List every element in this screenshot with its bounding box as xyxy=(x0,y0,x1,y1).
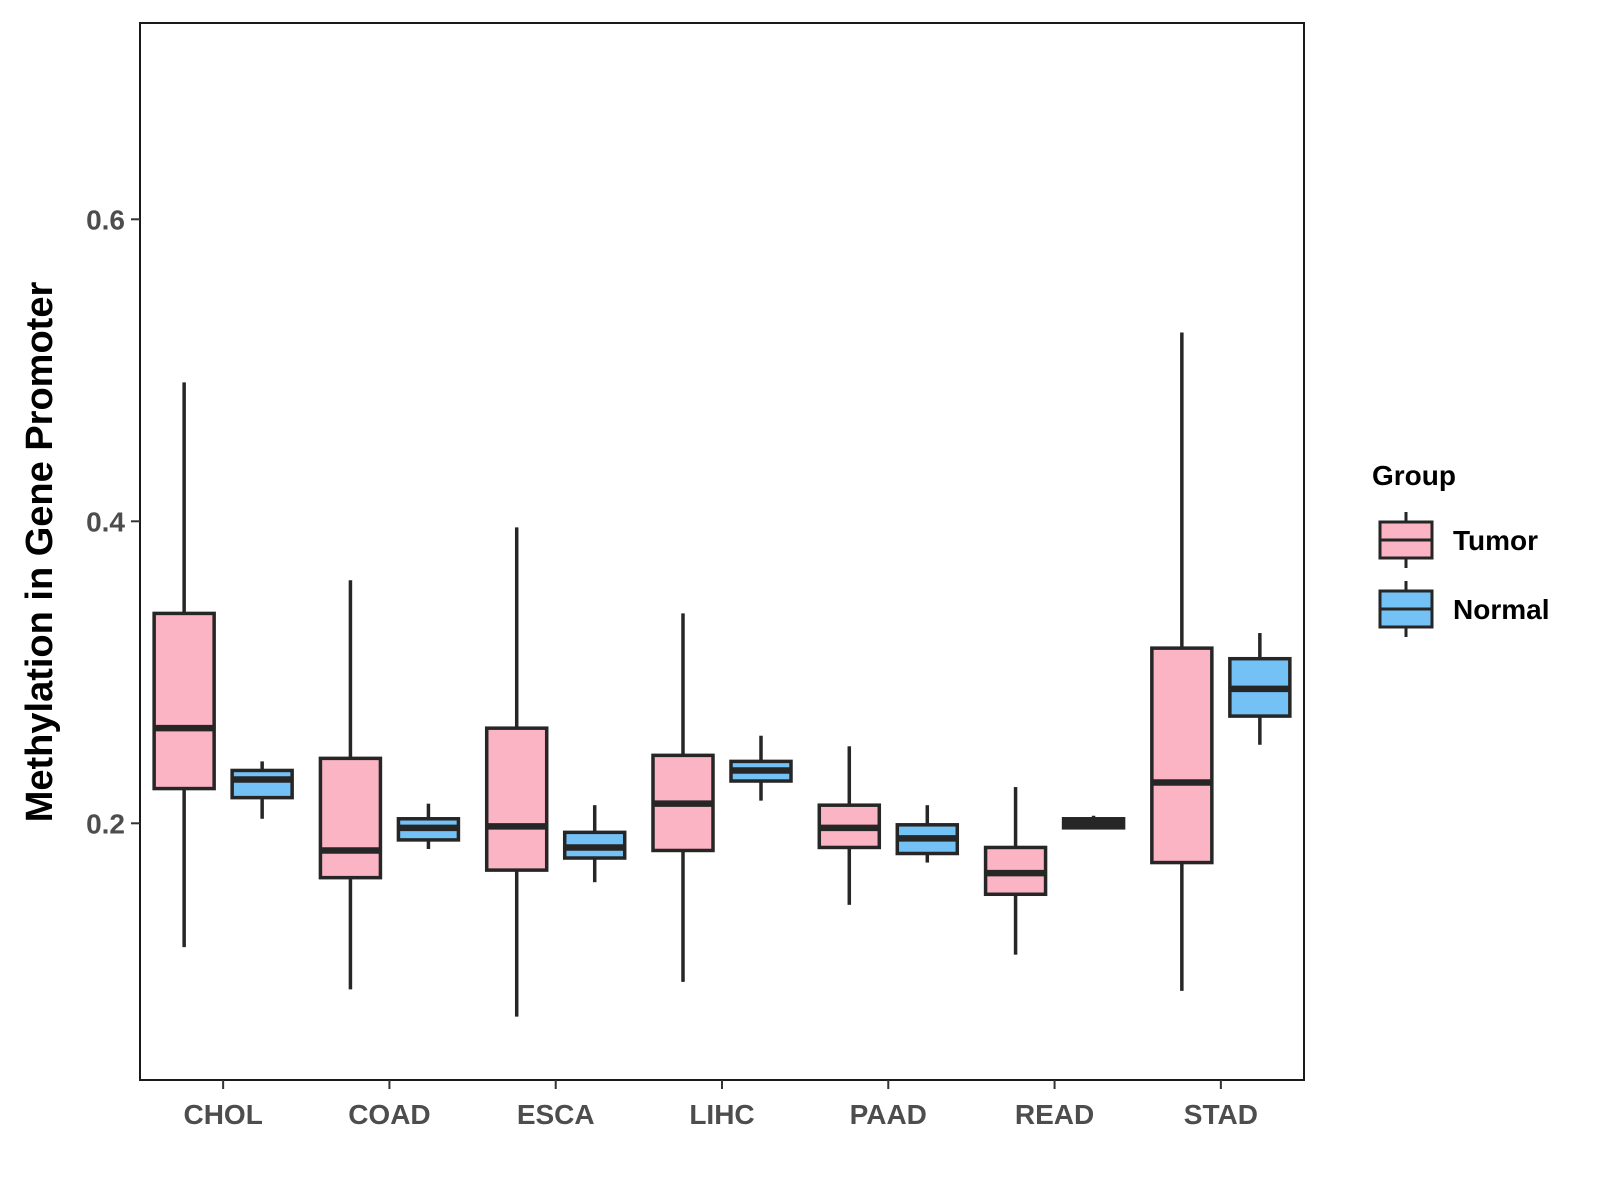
box-tumor-paad xyxy=(817,746,882,905)
box-tumor-stad xyxy=(1150,332,1214,991)
box-normal-chol xyxy=(230,761,294,819)
box-normal-coad xyxy=(396,803,461,849)
y-tick-label: 0.6 xyxy=(86,204,125,235)
panel-border xyxy=(139,22,1305,1081)
legend-label: Normal xyxy=(1453,594,1549,625)
legend-item-tumor: Tumor xyxy=(1378,512,1538,568)
box-iqr xyxy=(484,726,549,872)
x-tick-label: CHOL xyxy=(183,1099,262,1130)
box-iqr xyxy=(1150,646,1214,865)
box-normal-esca xyxy=(562,805,627,883)
legend-label: Tumor xyxy=(1453,525,1538,556)
box-normal-paad xyxy=(895,805,960,863)
y-axis-title: Methylation in Gene Promoter xyxy=(19,282,61,823)
plot-area: 0.2 0.4 0.6 CHOL COAD ESCA LIHC PAAD READ STAD xyxy=(86,22,1305,1130)
legend-item-normal: Normal xyxy=(1378,581,1549,637)
box-normal-read xyxy=(1061,815,1126,830)
x-tick-label: READ xyxy=(1015,1099,1094,1130)
box-tumor-lihc xyxy=(651,613,715,982)
box-tumor-esca xyxy=(484,527,549,1017)
x-tick-label: COAD xyxy=(348,1099,430,1130)
box-tumor-chol xyxy=(152,382,216,948)
x-tick-label: PAAD xyxy=(850,1099,927,1130)
box-tumor-coad xyxy=(318,580,383,990)
box-normal-stad xyxy=(1228,633,1292,745)
legend: Group Tumor Normal xyxy=(1372,460,1549,637)
legend-title: Group xyxy=(1372,460,1456,491)
box-normal-lihc xyxy=(729,735,793,801)
box-tumor-read xyxy=(983,787,1048,955)
x-tick-label: STAD xyxy=(1184,1099,1258,1130)
y-tick-label: 0.2 xyxy=(86,808,125,839)
box-iqr xyxy=(318,756,383,880)
y-tick-label: 0.4 xyxy=(86,506,125,537)
x-tick-label: ESCA xyxy=(517,1099,595,1130)
box-iqr xyxy=(152,611,216,791)
box-iqr xyxy=(230,768,294,800)
x-tick-label: LIHC xyxy=(689,1099,754,1130)
